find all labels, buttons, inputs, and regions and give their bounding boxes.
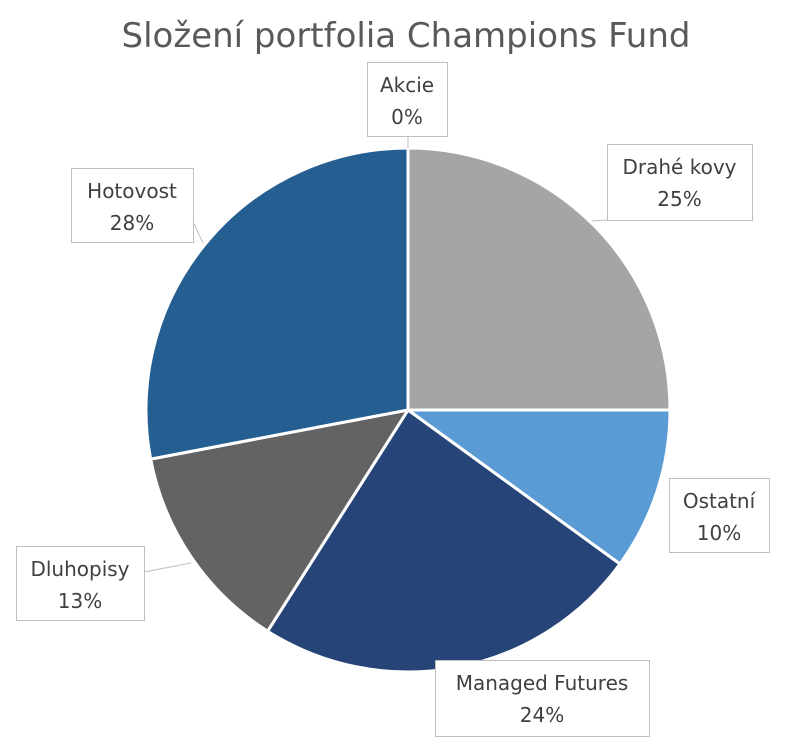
data-label-category: Drahé kovy — [623, 155, 737, 179]
data-label-value: 13% — [58, 589, 102, 613]
data-label-managed-futures: Managed Futures 24% — [435, 660, 650, 737]
data-label-value: 10% — [697, 521, 741, 545]
data-label-box — [435, 660, 650, 737]
pie-slice-hotovost — [144, 146, 410, 461]
data-label-category: Managed Futures — [456, 671, 629, 695]
pie-slice-ostatn- — [406, 408, 672, 566]
data-label-hotovost: Hotovost 28% — [71, 168, 204, 244]
data-label-drah-kovy: Drahé kovy 25% — [591, 144, 753, 222]
pie-slice-drah-kovy — [406, 146, 672, 412]
data-label-category: Ostatní — [683, 489, 757, 513]
data-label-category: Akcie — [380, 73, 434, 97]
data-label-dluhopisy: Dluhopisy 13% — [16, 546, 192, 621]
data-label-value: 25% — [657, 187, 701, 211]
data-label-box — [669, 478, 770, 553]
data-label-box — [367, 62, 448, 137]
data-label-akcie: Akcie 0% — [367, 62, 448, 137]
leader-line — [143, 562, 192, 573]
data-label-box — [16, 546, 145, 621]
leader-line — [591, 219, 608, 222]
chart-title: Složení portfolia Champions Fund — [121, 16, 691, 56]
leader-line — [192, 221, 204, 244]
data-label-value: 24% — [520, 703, 564, 727]
data-label-value: 28% — [110, 211, 154, 235]
data-label-category: Dluhopisy — [30, 557, 129, 581]
data-label-box — [607, 144, 753, 221]
data-label-category: Hotovost — [87, 179, 177, 203]
data-label-box — [71, 168, 194, 243]
data-label-value: 0% — [391, 105, 423, 129]
pie-slice-dluhopisy — [149, 408, 410, 633]
data-label-ostatn-: Ostatní 10% — [669, 478, 770, 553]
